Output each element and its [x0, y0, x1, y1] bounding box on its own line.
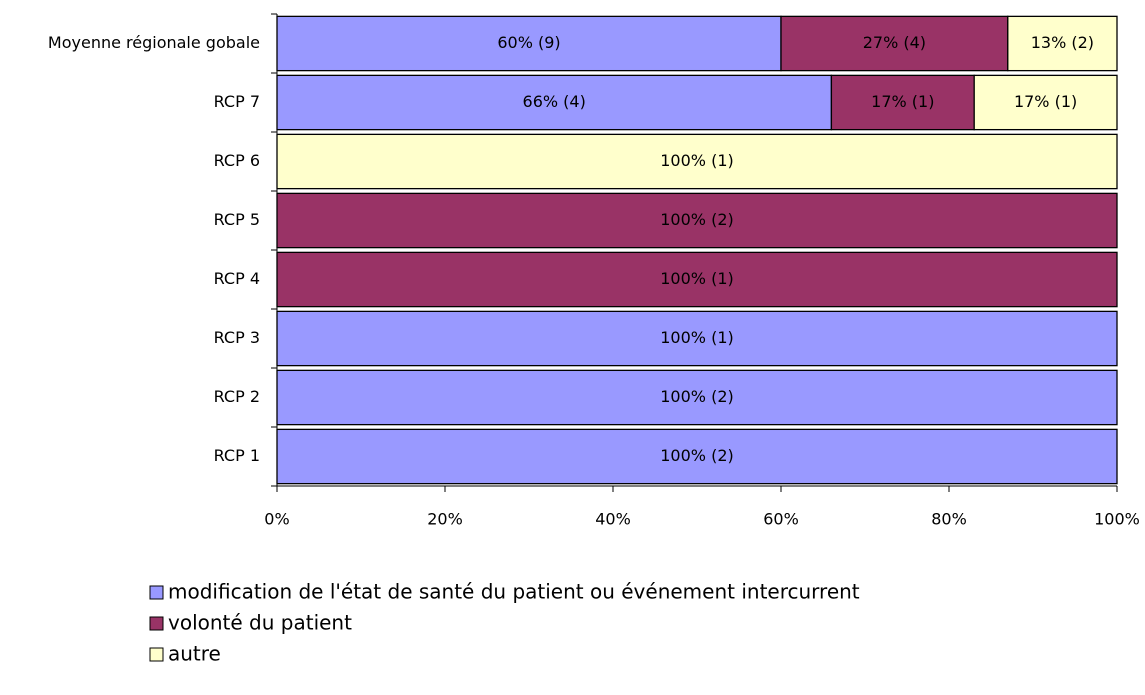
bar-label: 100% (2) — [660, 446, 734, 465]
y-tick-label: RCP 2 — [214, 387, 260, 406]
y-tick-label: Moyenne régionale gobale — [48, 33, 260, 52]
legend-swatch — [149, 585, 164, 600]
bar-label: 66% (4) — [523, 92, 586, 111]
bar-segment — [276, 310, 1118, 367]
bar-segment — [276, 428, 1118, 485]
legend-swatch — [149, 647, 164, 662]
y-tick-label: RCP 6 — [214, 151, 260, 170]
x-tick-label: 80% — [931, 510, 967, 529]
bar-label: 17% (1) — [871, 92, 934, 111]
bar-label: 100% (1) — [660, 328, 734, 347]
x-tick-label: 60% — [763, 510, 799, 529]
bar-segment — [780, 15, 1009, 72]
bar-segment — [1007, 15, 1118, 72]
y-tick-label: RCP 1 — [214, 446, 260, 465]
y-tick-label: RCP 4 — [214, 269, 260, 288]
bar-label: 13% (2) — [1031, 33, 1094, 52]
bar-segment — [973, 74, 1118, 131]
bar-segment — [830, 74, 975, 131]
y-tick-label: RCP 5 — [214, 210, 260, 229]
bar-label: 17% (1) — [1014, 92, 1077, 111]
legend-swatch — [149, 616, 164, 631]
bar-label: 27% (4) — [863, 33, 926, 52]
legend-label: modification de l'état de santé du patie… — [168, 580, 860, 604]
bar-segment — [276, 133, 1118, 190]
bar-segment — [276, 74, 833, 131]
bar-label: 100% (1) — [660, 269, 734, 288]
bar-label: 100% (1) — [660, 151, 734, 170]
x-tick-label: 40% — [595, 510, 631, 529]
bar-segment — [276, 369, 1118, 426]
x-tick-label: 0% — [264, 510, 289, 529]
legend-label: volonté du patient — [168, 611, 352, 635]
bar-label: 100% (2) — [660, 387, 734, 406]
legend-label: autre — [168, 642, 221, 666]
x-tick-label: 20% — [427, 510, 463, 529]
y-tick-label: RCP 3 — [214, 328, 260, 347]
bar-label: 100% (2) — [660, 210, 734, 229]
x-tick-label: 100% — [1094, 510, 1140, 529]
bar-segment — [276, 15, 782, 72]
y-tick-label: RCP 7 — [214, 92, 260, 111]
bar-label: 60% (9) — [497, 33, 560, 52]
